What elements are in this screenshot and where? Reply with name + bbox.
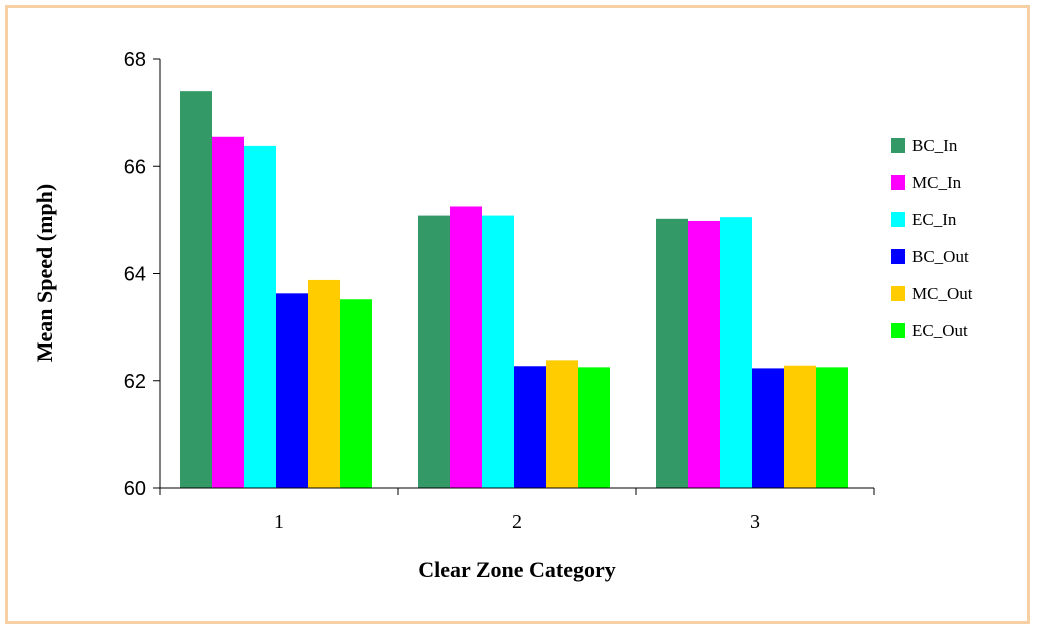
bar-bc-out-cat-1 <box>276 293 308 488</box>
chart-frame <box>5 5 1030 624</box>
legend-label-bc-in: BC_In <box>912 136 958 155</box>
bar-mc-out-cat-2 <box>546 360 578 488</box>
axes-group: 60 62 64 66 68 1 2 3 <box>124 49 875 533</box>
y-tick-label-66: 66 <box>124 156 146 178</box>
legend-swatch-bc-out <box>891 249 905 264</box>
bar-mc-out-cat-1 <box>308 279 340 488</box>
bar-ec-out-cat-1 <box>340 299 372 488</box>
legend-swatch-ec-out <box>891 323 905 338</box>
legend-label-mc-out: MC_Out <box>912 284 973 303</box>
y-tick-label-60: 60 <box>124 478 146 500</box>
bar-mc-in-cat-2 <box>450 206 482 488</box>
legend-swatch-ec-in <box>891 212 905 227</box>
x-tick-label-2: 2 <box>512 511 522 533</box>
legend: BC_In MC_In EC_In BC_Out MC_Out EC_Out <box>891 136 973 340</box>
y-tick-label-68: 68 <box>124 49 146 71</box>
bar-mc-in-cat-1 <box>212 136 244 488</box>
legend-label-ec-out: EC_Out <box>912 321 968 340</box>
legend-swatch-mc-out <box>891 286 905 301</box>
x-tick-label-1: 1 <box>274 511 284 533</box>
bar-ec-in-cat-3 <box>720 217 752 488</box>
y-tick-label-62: 62 <box>124 371 146 393</box>
x-axis-title: Clear Zone Category <box>418 557 616 582</box>
legend-label-mc-in: MC_In <box>912 173 962 192</box>
bars-group <box>180 91 848 489</box>
bar-ec-in-cat-1 <box>244 145 276 488</box>
bar-mc-out-cat-3 <box>784 365 816 488</box>
bar-ec-out-cat-2 <box>578 367 610 488</box>
y-tick-label-64: 64 <box>124 264 146 286</box>
bar-bc-in-cat-3 <box>656 218 688 489</box>
bar-bc-out-cat-3 <box>752 368 784 488</box>
bar-bc-in-cat-1 <box>180 91 212 489</box>
bar-bc-in-cat-2 <box>418 215 450 488</box>
legend-swatch-bc-in <box>891 138 905 153</box>
bar-mc-in-cat-3 <box>688 220 720 488</box>
bar-ec-in-cat-2 <box>482 215 514 488</box>
y-axis-title: Mean Speed (mph) <box>32 184 57 362</box>
legend-swatch-mc-in <box>891 175 905 190</box>
x-tick-label-3: 3 <box>750 511 760 533</box>
bar-bc-out-cat-2 <box>514 366 546 488</box>
legend-label-ec-in: EC_In <box>912 210 957 229</box>
bar-ec-out-cat-3 <box>816 367 848 488</box>
legend-label-bc-out: BC_Out <box>912 247 969 266</box>
